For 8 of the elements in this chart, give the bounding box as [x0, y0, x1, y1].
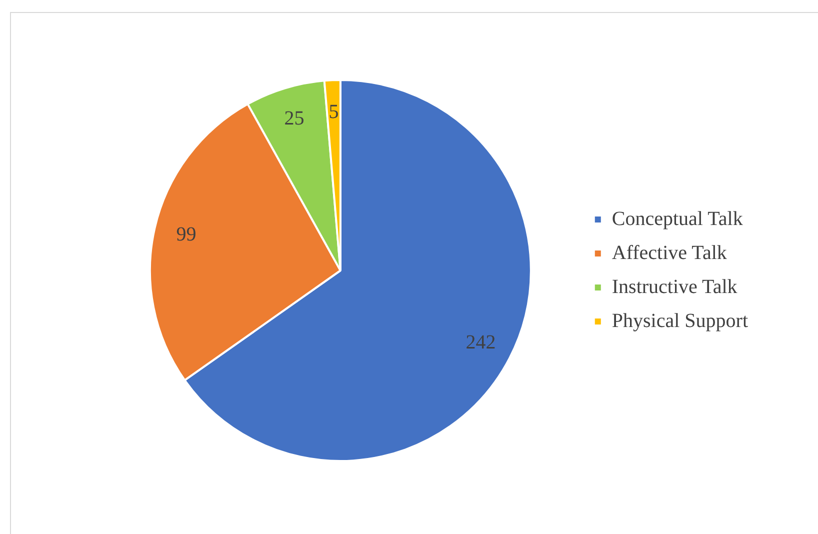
data-label: 5: [328, 100, 339, 123]
data-label: 242: [466, 332, 496, 354]
legend-label: Affective Talk: [612, 242, 727, 264]
legend-label: Conceptual Talk: [612, 208, 743, 230]
data-label: 25: [284, 108, 304, 130]
legend-label: Physical Support: [612, 310, 748, 332]
data-label: 99: [176, 224, 196, 246]
legend-label: Instructive Talk: [612, 276, 738, 298]
